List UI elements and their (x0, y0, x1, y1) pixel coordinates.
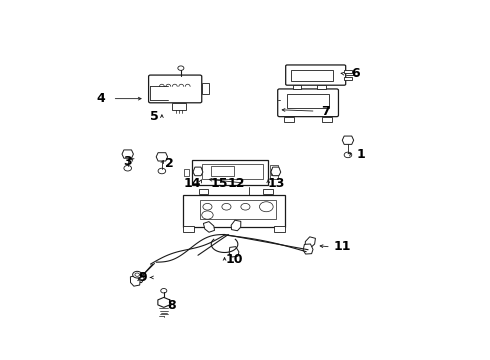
Circle shape (260, 202, 273, 212)
Polygon shape (122, 150, 133, 158)
Bar (322, 117, 332, 122)
Polygon shape (229, 247, 239, 257)
Polygon shape (271, 167, 281, 176)
Bar (344, 77, 352, 80)
Bar (287, 94, 329, 108)
Circle shape (202, 211, 213, 219)
Circle shape (133, 271, 142, 278)
Bar (344, 70, 352, 73)
FancyBboxPatch shape (148, 75, 202, 103)
Text: 7: 7 (321, 105, 330, 118)
Bar (270, 170, 278, 174)
Bar (270, 165, 278, 169)
Bar (200, 200, 276, 219)
Circle shape (241, 203, 250, 210)
Bar (192, 159, 268, 185)
FancyBboxPatch shape (278, 89, 339, 117)
FancyBboxPatch shape (286, 65, 345, 85)
Polygon shape (134, 273, 144, 283)
Bar (202, 84, 209, 94)
Bar (264, 189, 273, 194)
Polygon shape (193, 167, 203, 176)
Text: 6: 6 (351, 67, 360, 80)
Bar (293, 85, 301, 89)
Text: 13: 13 (267, 177, 285, 190)
Bar (291, 69, 333, 81)
Circle shape (222, 203, 231, 210)
Text: 8: 8 (167, 299, 176, 312)
Bar (270, 175, 278, 179)
Polygon shape (231, 220, 241, 231)
Text: 1: 1 (357, 148, 366, 161)
Circle shape (344, 152, 352, 158)
Text: 10: 10 (225, 253, 243, 266)
Bar (183, 195, 285, 227)
Bar (274, 226, 285, 232)
Text: 4: 4 (97, 92, 105, 105)
Bar (183, 226, 194, 232)
Bar (172, 103, 186, 111)
Circle shape (135, 273, 140, 276)
Polygon shape (156, 153, 168, 161)
Text: 3: 3 (123, 154, 132, 167)
Bar (184, 168, 190, 176)
Bar (202, 164, 263, 179)
Bar (211, 166, 234, 176)
Polygon shape (342, 136, 354, 144)
Text: 11: 11 (334, 240, 351, 253)
Polygon shape (203, 221, 215, 232)
Text: 9: 9 (139, 271, 147, 284)
Text: 12: 12 (227, 177, 245, 190)
Polygon shape (305, 237, 316, 247)
Polygon shape (303, 244, 313, 254)
Circle shape (178, 66, 184, 70)
Text: 14: 14 (184, 177, 201, 190)
Circle shape (203, 203, 212, 210)
Text: 2: 2 (165, 157, 174, 170)
Circle shape (124, 166, 131, 171)
Bar (284, 117, 294, 122)
Circle shape (158, 168, 166, 174)
Bar (317, 85, 325, 89)
Text: 15: 15 (210, 177, 227, 190)
Text: 5: 5 (150, 110, 159, 123)
Polygon shape (130, 276, 140, 286)
Circle shape (161, 288, 167, 293)
Bar (199, 189, 208, 194)
